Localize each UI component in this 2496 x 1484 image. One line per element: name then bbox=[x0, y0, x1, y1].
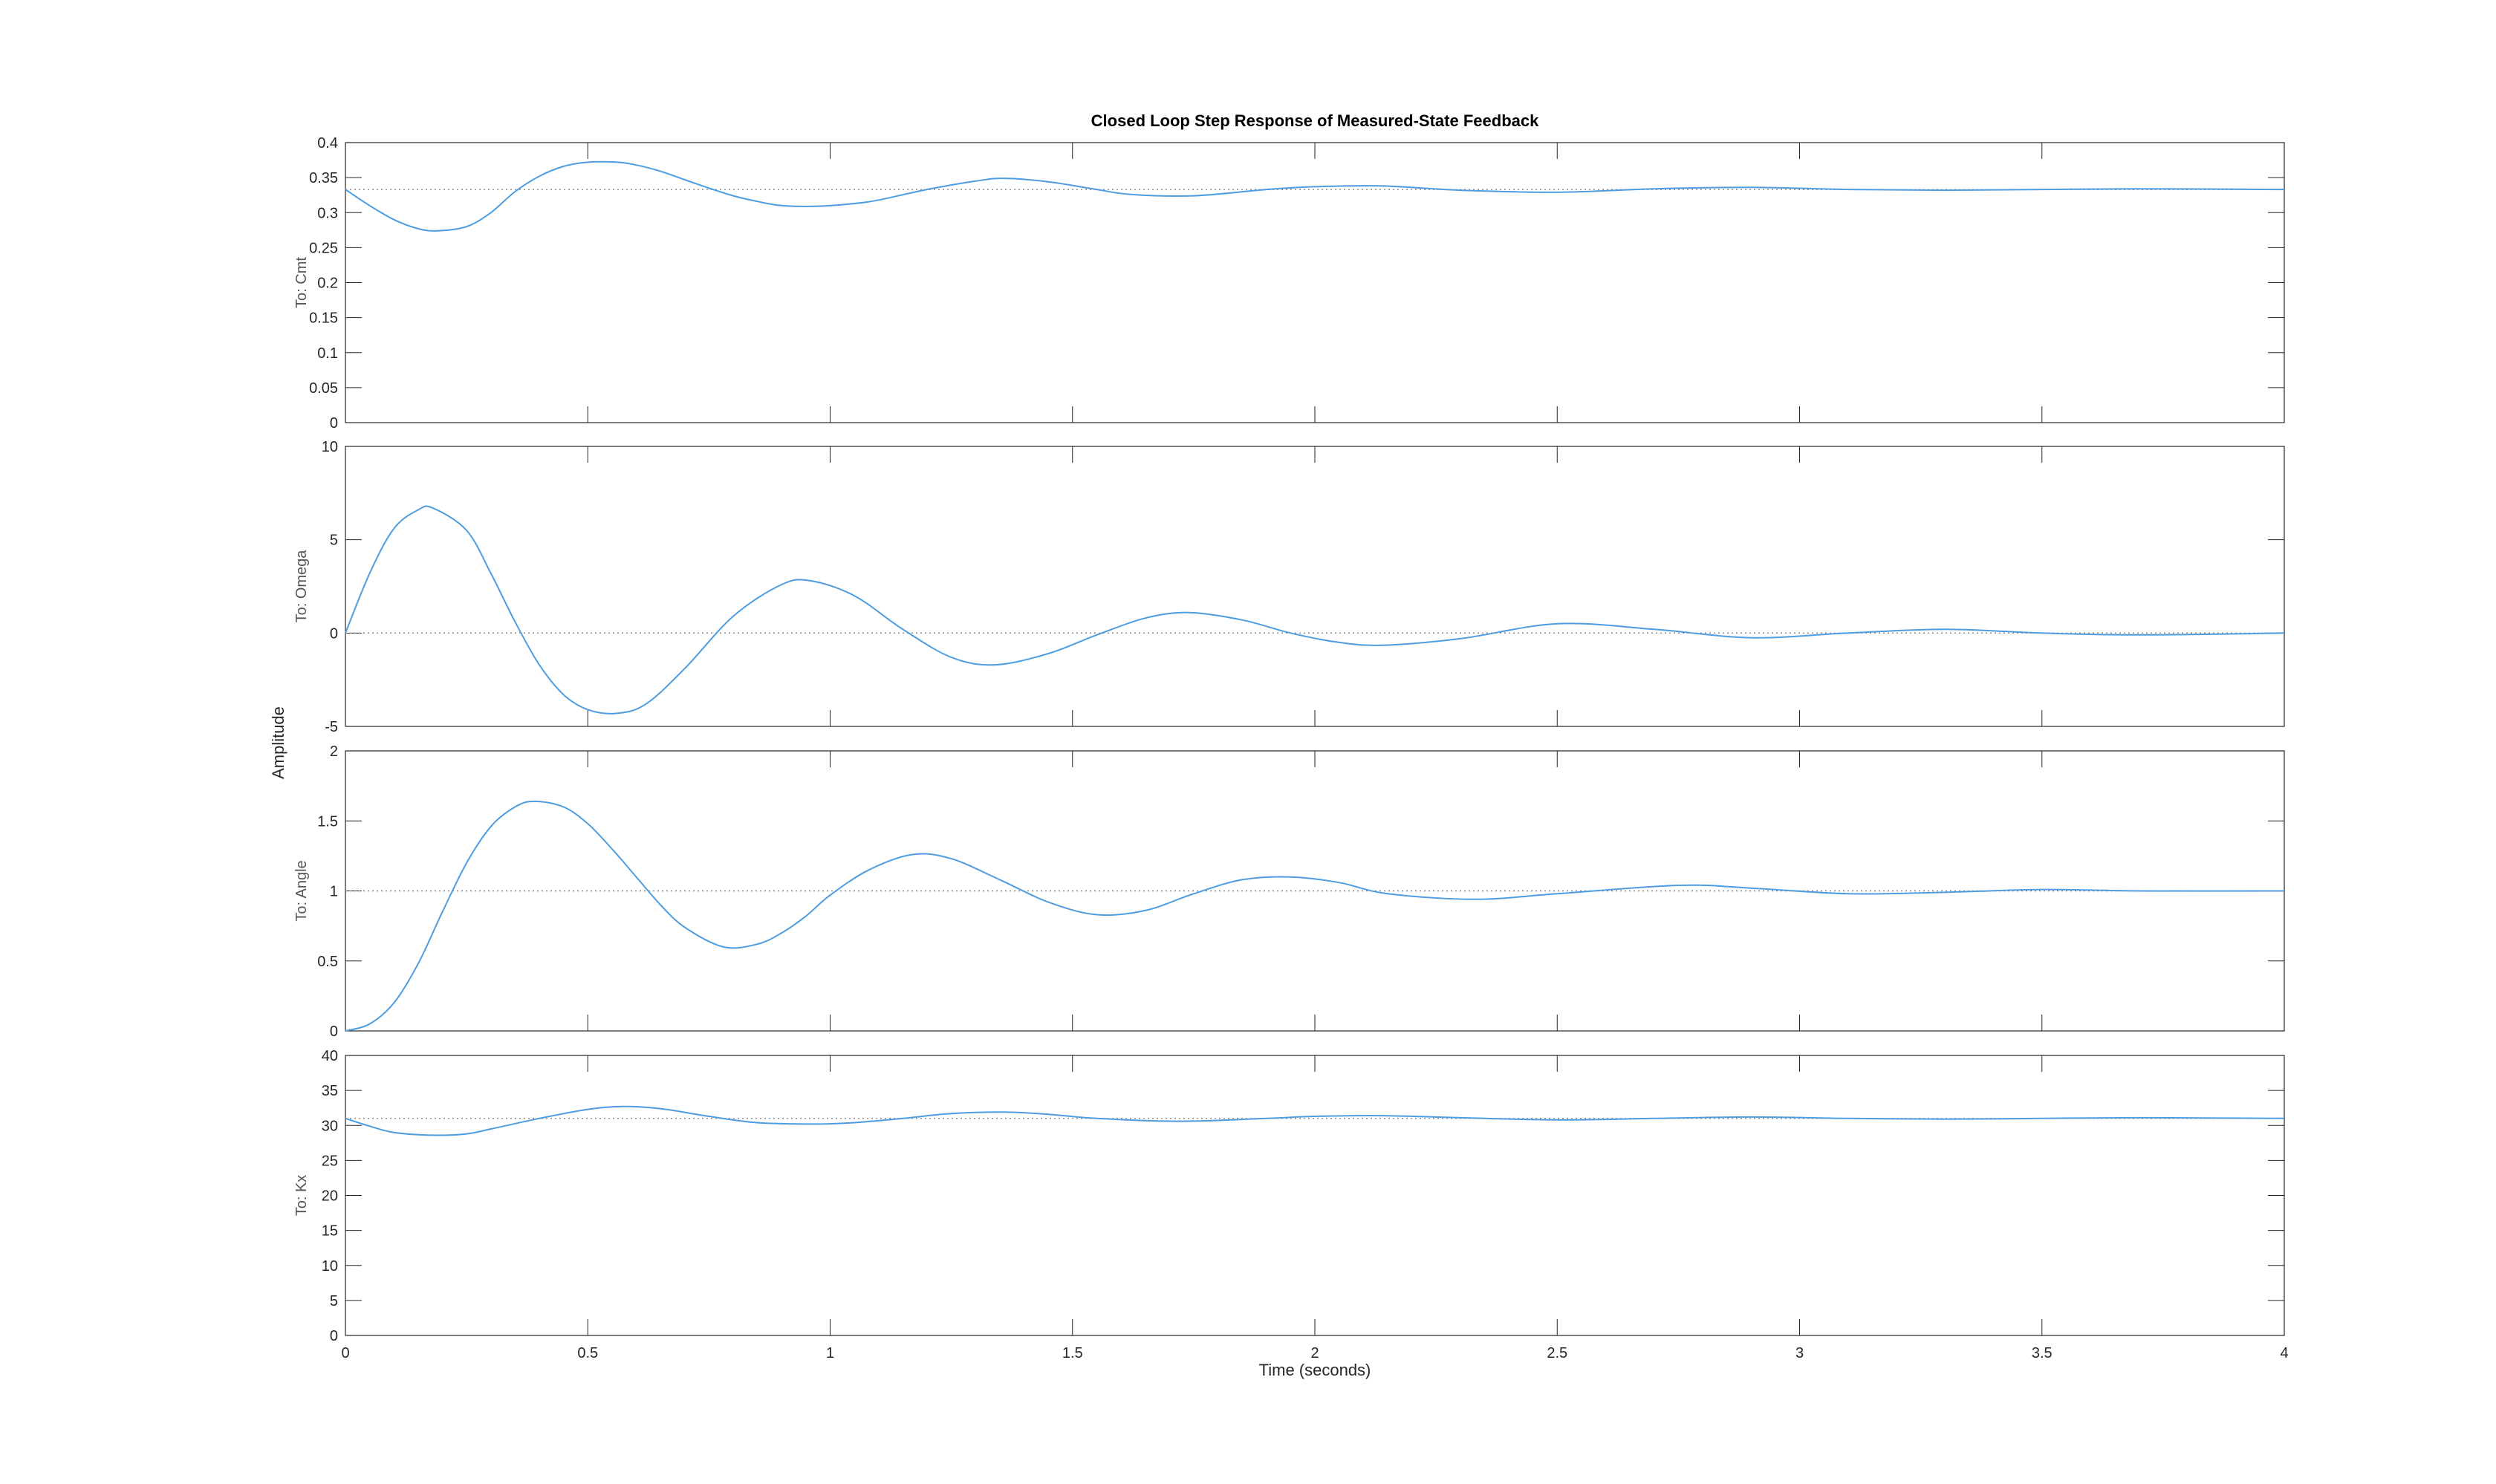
y-tick-label: 40 bbox=[322, 1048, 338, 1064]
y-tick-label: 15 bbox=[322, 1223, 338, 1240]
y-tick-label: 0.2 bbox=[317, 276, 338, 292]
y-tick-label: 2 bbox=[330, 743, 338, 760]
y-tick-label: 0 bbox=[330, 1023, 338, 1040]
x-tick-label: 2.5 bbox=[1547, 1345, 1567, 1361]
y-tick-label: 5 bbox=[330, 1293, 338, 1309]
x-tick-label: 1 bbox=[826, 1345, 834, 1361]
subplot-panels: 0 0.05 0.1 0.15 0.2 0.25 0.3 0.35 0.4 To: Cmt -5 0 5… bbox=[293, 135, 2289, 1361]
x-tick-label: 3 bbox=[1795, 1345, 1804, 1361]
panel-label: To: Cmt bbox=[293, 257, 310, 308]
panel-label: To: Angle bbox=[293, 860, 310, 921]
response-line bbox=[345, 1105, 2285, 1136]
x-tick-label: 1.5 bbox=[1062, 1345, 1083, 1361]
plot-area bbox=[345, 1055, 2285, 1336]
y-tick-label: 0.1 bbox=[317, 345, 338, 362]
y-tick-label: 0.25 bbox=[309, 240, 338, 256]
x-tick-label: 2 bbox=[1310, 1345, 1319, 1361]
y-tick-label: 20 bbox=[322, 1188, 338, 1205]
y-tick-label: 5 bbox=[330, 533, 338, 549]
panel-label: To: Kx bbox=[293, 1175, 310, 1217]
plot-area bbox=[345, 446, 2285, 727]
y-tick-label: 0 bbox=[330, 1328, 338, 1344]
x-tick-label: 0.5 bbox=[577, 1345, 598, 1361]
y-tick-label: 10 bbox=[322, 439, 338, 455]
y-axis-title: Amplitude bbox=[269, 706, 287, 779]
subplot-2: -5 0 5 10 To: Omega bbox=[293, 439, 2285, 735]
figure-title: Closed Loop Step Response of Measured-St… bbox=[1091, 111, 1539, 130]
y-tick-label: 35 bbox=[322, 1083, 338, 1099]
y-tick-label: 0.35 bbox=[309, 170, 338, 186]
x-tick-label: 4 bbox=[2280, 1345, 2288, 1361]
response-line bbox=[345, 160, 2285, 232]
y-tick-label: 0.05 bbox=[309, 380, 338, 397]
subplot-3: 0 0.5 1 1.5 2 To: Angle bbox=[293, 743, 2285, 1040]
panel-label: To: Omega bbox=[293, 550, 310, 623]
y-tick-label: 10 bbox=[322, 1258, 338, 1275]
x-tick-label: 0 bbox=[341, 1345, 349, 1361]
y-tick-label: 0.4 bbox=[317, 135, 338, 152]
subplot-1: 0 0.05 0.1 0.15 0.2 0.25 0.3 0.35 0.4 To: Cmt bbox=[293, 135, 2285, 432]
y-tick-label: 0.5 bbox=[317, 954, 338, 970]
x-tick-label: 3.5 bbox=[2032, 1345, 2053, 1361]
plot-area bbox=[345, 142, 2285, 423]
y-tick-label: 30 bbox=[322, 1118, 338, 1134]
y-tick-label: 0.15 bbox=[309, 310, 338, 327]
y-tick-label: 0.3 bbox=[317, 205, 338, 221]
y-tick-label: 1.5 bbox=[317, 813, 338, 830]
y-tick-label: 0 bbox=[330, 625, 338, 642]
plot-area bbox=[345, 750, 2285, 1032]
response-line bbox=[345, 505, 2285, 715]
y-tick-label: 25 bbox=[322, 1153, 338, 1169]
response-line bbox=[345, 800, 2285, 1032]
x-axis-title: Time (seconds) bbox=[1259, 1361, 1371, 1379]
y-tick-label: 1 bbox=[330, 884, 338, 900]
y-tick-label: 0 bbox=[330, 415, 338, 432]
y-tick-label: -5 bbox=[325, 719, 338, 735]
